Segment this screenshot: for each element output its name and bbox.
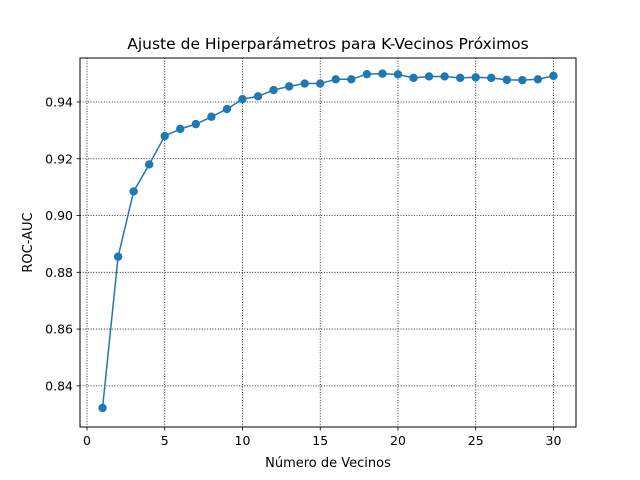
data-point <box>113 252 123 261</box>
plot-frame <box>79 57 577 428</box>
y-tick-label: 0.92 <box>45 151 73 166</box>
y-axis-label: ROC-AUC <box>21 212 36 272</box>
y-tick-label: 0.88 <box>45 265 73 280</box>
data-series <box>98 69 558 413</box>
data-point <box>316 79 325 88</box>
chart-title: Ajuste de Hiperparámetros para K-Vecinos… <box>127 35 528 53</box>
data-point <box>207 112 216 121</box>
x-tick-label: 0 <box>83 433 91 448</box>
y-tick-label: 0.86 <box>45 322 73 337</box>
data-point <box>300 79 309 88</box>
data-point <box>347 75 356 84</box>
data-point <box>424 72 434 81</box>
data-point <box>269 85 278 95</box>
data-point <box>191 119 201 129</box>
data-point <box>533 75 543 84</box>
data-point <box>160 131 169 141</box>
x-tick-label: 30 <box>546 433 562 448</box>
data-point <box>409 73 418 83</box>
data-point <box>393 70 403 79</box>
x-axis-label: Número de Vecinos <box>265 456 391 471</box>
data-point <box>502 75 512 85</box>
data-point <box>455 73 465 83</box>
data-point <box>378 69 387 78</box>
data-point <box>129 187 138 196</box>
y-tick-label: 0.94 <box>45 94 73 109</box>
data-point <box>440 72 449 81</box>
data-point <box>222 104 232 114</box>
data-point <box>253 92 263 101</box>
data-point <box>487 73 496 83</box>
grid <box>80 58 576 427</box>
y-tick-label: 0.90 <box>45 208 73 223</box>
data-point <box>176 124 185 134</box>
data-point <box>362 69 372 79</box>
data-point <box>98 403 107 413</box>
x-tick-label: 20 <box>390 433 406 448</box>
data-point <box>471 73 480 82</box>
y-tick-label: 0.84 <box>45 378 73 393</box>
data-point <box>549 71 558 81</box>
data-point <box>331 75 340 84</box>
x-tick-label: 15 <box>312 433 328 448</box>
data-point <box>238 94 247 104</box>
x-tick-label: 10 <box>235 433 251 448</box>
axis-ticks: 0 5 10 15 20 25 30 0.84 0.86 0.88 0.90 0.92 0.94 <box>45 94 561 448</box>
data-point <box>144 160 154 169</box>
data-point <box>284 82 294 91</box>
data-point <box>518 75 527 85</box>
x-tick-label: 25 <box>468 433 484 448</box>
x-tick-label: 5 <box>161 433 169 448</box>
